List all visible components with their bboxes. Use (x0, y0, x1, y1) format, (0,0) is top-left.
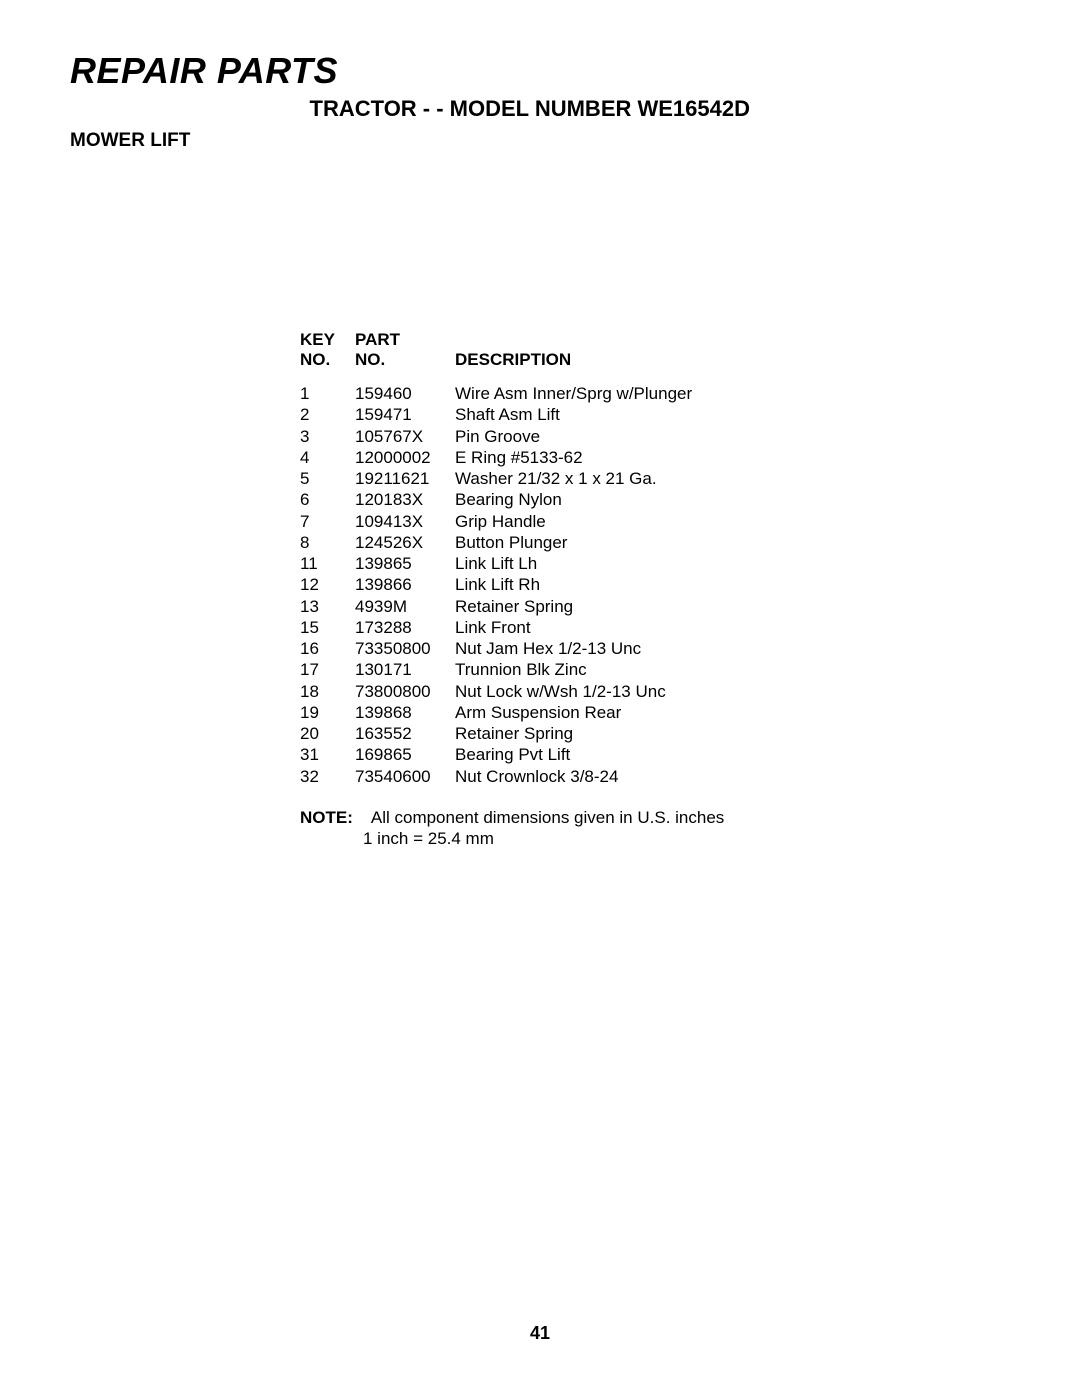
table-row: 20163552Retainer Spring (300, 723, 724, 744)
table-row: 19139868Arm Suspension Rear (300, 702, 724, 723)
cell-description: Button Plunger (455, 532, 724, 553)
note-label: NOTE: (300, 808, 353, 827)
table-row: 1673350800Nut Jam Hex 1/2-13 Unc (300, 638, 724, 659)
cell-description: Bearing Nylon (455, 489, 724, 510)
cell-part-no: 4939M (355, 596, 455, 617)
header-description: DESCRIPTION (455, 330, 724, 369)
page-number: 41 (0, 1323, 1080, 1344)
table-row: 3105767XPin Groove (300, 426, 724, 447)
cell-key-no: 31 (300, 744, 355, 765)
cell-part-no: 173288 (355, 617, 455, 638)
cell-description: Retainer Spring (455, 723, 724, 744)
cell-part-no: 105767X (355, 426, 455, 447)
table-row: 6120183XBearing Nylon (300, 489, 724, 510)
table-row: 3273540600Nut Crownlock 3/8-24 (300, 766, 724, 787)
cell-part-no: 73350800 (355, 638, 455, 659)
table-body: 1159460Wire Asm Inner/Sprg w/Plunger2159… (300, 383, 724, 787)
cell-description: Shaft Asm Lift (455, 404, 724, 425)
cell-key-no: 17 (300, 659, 355, 680)
table-row: 15173288Link Front (300, 617, 724, 638)
note-line1: All component dimensions given in U.S. i… (371, 808, 724, 827)
cell-key-no: 4 (300, 447, 355, 468)
cell-description: Washer 21/32 x 1 x 21 Ga. (455, 468, 724, 489)
cell-key-no: 19 (300, 702, 355, 723)
table-row: 12139866Link Lift Rh (300, 574, 724, 595)
cell-key-no: 2 (300, 404, 355, 425)
table-row: 1873800800Nut Lock w/Wsh 1/2-13 Unc (300, 681, 724, 702)
cell-part-no: 169865 (355, 744, 455, 765)
cell-part-no: 159471 (355, 404, 455, 425)
note-line1-wrap: NOTE: All component dimensions given in … (300, 807, 724, 828)
cell-key-no: 7 (300, 511, 355, 532)
cell-key-no: 11 (300, 553, 355, 574)
cell-part-no: 139866 (355, 574, 455, 595)
table-row: 412000002E Ring #5133-62 (300, 447, 724, 468)
document-page: REPAIR PARTS TRACTOR - - MODEL NUMBER WE… (0, 0, 1080, 1397)
cell-description: Nut Lock w/Wsh 1/2-13 Unc (455, 681, 724, 702)
cell-key-no: 32 (300, 766, 355, 787)
cell-key-no: 13 (300, 596, 355, 617)
main-title: REPAIR PARTS (70, 50, 1010, 92)
table-row: 7109413XGrip Handle (300, 511, 724, 532)
cell-key-no: 5 (300, 468, 355, 489)
cell-part-no: 19211621 (355, 468, 455, 489)
cell-part-no: 159460 (355, 383, 455, 404)
cell-key-no: 15 (300, 617, 355, 638)
cell-part-no: 120183X (355, 489, 455, 510)
cell-description: Nut Crownlock 3/8-24 (455, 766, 724, 787)
header-part-line2: NO. (355, 350, 455, 370)
parts-table: KEY NO. PART NO. DESCRIPTION 1159460Wire… (300, 330, 724, 849)
cell-part-no: 163552 (355, 723, 455, 744)
cell-part-no: 130171 (355, 659, 455, 680)
cell-description: Trunnion Blk Zinc (455, 659, 724, 680)
cell-key-no: 16 (300, 638, 355, 659)
cell-key-no: 1 (300, 383, 355, 404)
cell-part-no: 73540600 (355, 766, 455, 787)
cell-part-no: 139868 (355, 702, 455, 723)
note-line2: 1 inch = 25.4 mm (300, 828, 724, 849)
table-row: 134939MRetainer Spring (300, 596, 724, 617)
cell-description: Wire Asm Inner/Sprg w/Plunger (455, 383, 724, 404)
table-row: 1159460Wire Asm Inner/Sprg w/Plunger (300, 383, 724, 404)
cell-key-no: 3 (300, 426, 355, 447)
cell-description: Nut Jam Hex 1/2-13 Unc (455, 638, 724, 659)
cell-description: Link Front (455, 617, 724, 638)
cell-description: Retainer Spring (455, 596, 724, 617)
cell-key-no: 12 (300, 574, 355, 595)
header-desc-line2: DESCRIPTION (455, 350, 724, 370)
note-block: NOTE: All component dimensions given in … (300, 807, 724, 850)
cell-description: Pin Groove (455, 426, 724, 447)
section-title: MOWER LIFT (70, 130, 1010, 152)
header-key-line2: NO. (300, 350, 355, 370)
cell-key-no: 6 (300, 489, 355, 510)
cell-description: Link Lift Lh (455, 553, 724, 574)
cell-description: Link Lift Rh (455, 574, 724, 595)
cell-key-no: 18 (300, 681, 355, 702)
header-part-line1: PART (355, 330, 455, 350)
table-row: 31169865Bearing Pvt Lift (300, 744, 724, 765)
cell-part-no: 139865 (355, 553, 455, 574)
table-row: 8124526XButton Plunger (300, 532, 724, 553)
table-header: KEY NO. PART NO. DESCRIPTION (300, 330, 724, 369)
table-row: 2159471Shaft Asm Lift (300, 404, 724, 425)
cell-description: E Ring #5133-62 (455, 447, 724, 468)
cell-part-no: 124526X (355, 532, 455, 553)
table-row: 519211621Washer 21/32 x 1 x 21 Ga. (300, 468, 724, 489)
cell-description: Arm Suspension Rear (455, 702, 724, 723)
cell-key-no: 20 (300, 723, 355, 744)
cell-description: Grip Handle (455, 511, 724, 532)
header-key-no: KEY NO. (300, 330, 355, 369)
table-row: 17130171Trunnion Blk Zinc (300, 659, 724, 680)
cell-part-no: 73800800 (355, 681, 455, 702)
cell-part-no: 109413X (355, 511, 455, 532)
cell-key-no: 8 (300, 532, 355, 553)
cell-description: Bearing Pvt Lift (455, 744, 724, 765)
subtitle: TRACTOR - - MODEL NUMBER WE16542D (70, 96, 1010, 122)
cell-part-no: 12000002 (355, 447, 455, 468)
header-part-no: PART NO. (355, 330, 455, 369)
table-row: 11139865Link Lift Lh (300, 553, 724, 574)
header-key-line1: KEY (300, 330, 355, 350)
